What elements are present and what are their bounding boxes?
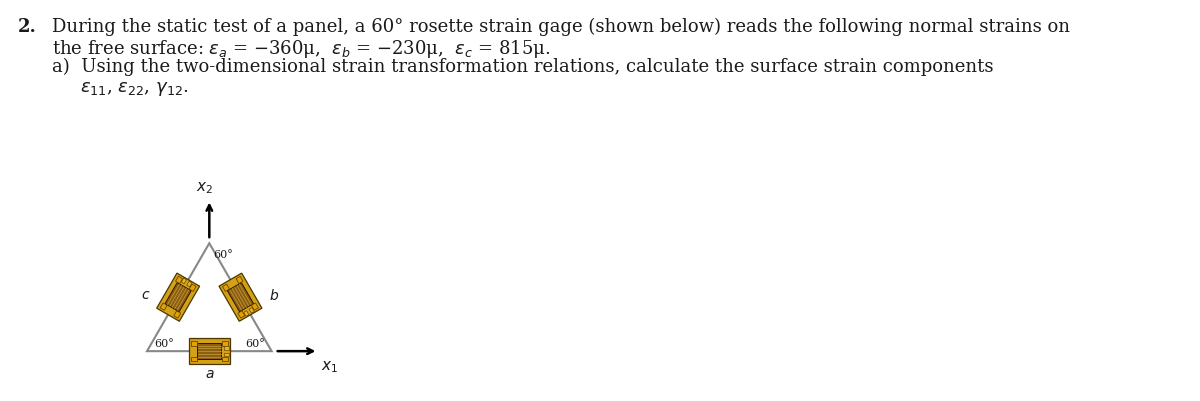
- Polygon shape: [175, 277, 182, 284]
- Polygon shape: [244, 311, 248, 316]
- Text: $c$: $c$: [140, 288, 150, 301]
- Polygon shape: [224, 353, 228, 356]
- Polygon shape: [187, 282, 192, 287]
- Polygon shape: [157, 273, 199, 322]
- Polygon shape: [222, 357, 228, 361]
- Text: 60°: 60°: [155, 338, 174, 348]
- Polygon shape: [161, 303, 167, 310]
- Polygon shape: [191, 341, 197, 346]
- Polygon shape: [174, 311, 181, 318]
- Polygon shape: [222, 341, 228, 346]
- Text: $a$: $a$: [204, 367, 214, 381]
- Polygon shape: [191, 357, 197, 361]
- Polygon shape: [227, 283, 253, 312]
- Text: a)  Using the two-dimensional strain transformation relations, calculate the sur: a) Using the two-dimensional strain tran…: [52, 58, 994, 76]
- Text: During the static test of a panel, a 60° rosette strain gage (shown below) reads: During the static test of a panel, a 60°…: [52, 18, 1070, 36]
- Text: 60°: 60°: [214, 249, 233, 259]
- Polygon shape: [181, 278, 186, 284]
- Polygon shape: [238, 311, 245, 318]
- Text: 60°: 60°: [246, 338, 265, 348]
- Polygon shape: [220, 273, 262, 322]
- Polygon shape: [197, 343, 222, 359]
- Polygon shape: [166, 283, 191, 312]
- Polygon shape: [236, 277, 244, 284]
- Polygon shape: [224, 346, 228, 350]
- Text: $\varepsilon_{11}$, $\varepsilon_{22}$, $\gamma_{12}$.: $\varepsilon_{11}$, $\varepsilon_{22}$, …: [80, 80, 188, 98]
- Polygon shape: [250, 308, 254, 313]
- Polygon shape: [190, 284, 196, 292]
- Text: the free surface: $\varepsilon_a$ = −360μ,  $\varepsilon_b$ = −230μ,  $\varepsil: the free surface: $\varepsilon_a$ = −360…: [52, 38, 551, 60]
- Text: 2.: 2.: [18, 18, 37, 36]
- Text: $x_2$: $x_2$: [196, 180, 212, 195]
- Polygon shape: [252, 303, 258, 310]
- Polygon shape: [190, 338, 229, 365]
- Polygon shape: [222, 284, 229, 292]
- Text: $b$: $b$: [269, 287, 278, 302]
- Text: $x_1$: $x_1$: [322, 359, 338, 375]
